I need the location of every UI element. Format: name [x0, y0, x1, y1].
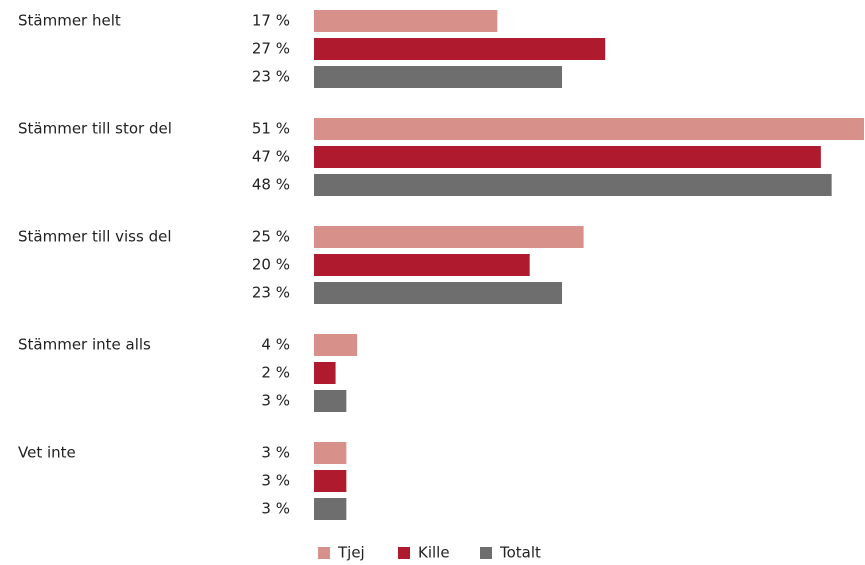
legend-label: Totalt: [499, 544, 541, 562]
bar: [314, 146, 821, 168]
value-label: 23 %: [252, 284, 290, 302]
value-label: 27 %: [252, 40, 290, 58]
legend-swatch: [318, 547, 330, 559]
value-label: 4 %: [261, 336, 290, 354]
bar: [314, 498, 347, 520]
value-label: 51 %: [252, 120, 290, 138]
bar: [314, 10, 498, 32]
bar: [314, 226, 584, 248]
value-label: 25 %: [252, 228, 290, 246]
bar: [314, 254, 530, 276]
bar: [314, 390, 347, 412]
value-label: 3 %: [261, 444, 290, 462]
legend-swatch: [398, 547, 410, 559]
value-label: 3 %: [261, 500, 290, 518]
bar: [314, 470, 347, 492]
category-label: Vet inte: [18, 444, 76, 462]
category-label: Stämmer till stor del: [18, 120, 172, 138]
value-label: 47 %: [252, 148, 290, 166]
legend-label: Kille: [418, 544, 450, 562]
value-label: 20 %: [252, 256, 290, 274]
category-label: Stämmer helt: [18, 12, 121, 30]
legend-swatch: [480, 547, 492, 559]
bar: [314, 442, 347, 464]
category-label: Stämmer till viss del: [18, 228, 172, 246]
value-label: 3 %: [261, 392, 290, 410]
bar: [314, 38, 606, 60]
bar: [314, 66, 563, 88]
value-label: 48 %: [252, 176, 290, 194]
value-label: 2 %: [261, 364, 290, 382]
bar: [314, 174, 832, 196]
value-label: 23 %: [252, 68, 290, 86]
legend-label: Tjej: [337, 544, 365, 562]
category-label: Stämmer inte alls: [18, 336, 151, 354]
value-label: 17 %: [252, 12, 290, 30]
bar: [314, 362, 336, 384]
bar: [314, 282, 563, 304]
value-label: 3 %: [261, 472, 290, 490]
bar: [314, 118, 864, 140]
bar: [314, 334, 358, 356]
